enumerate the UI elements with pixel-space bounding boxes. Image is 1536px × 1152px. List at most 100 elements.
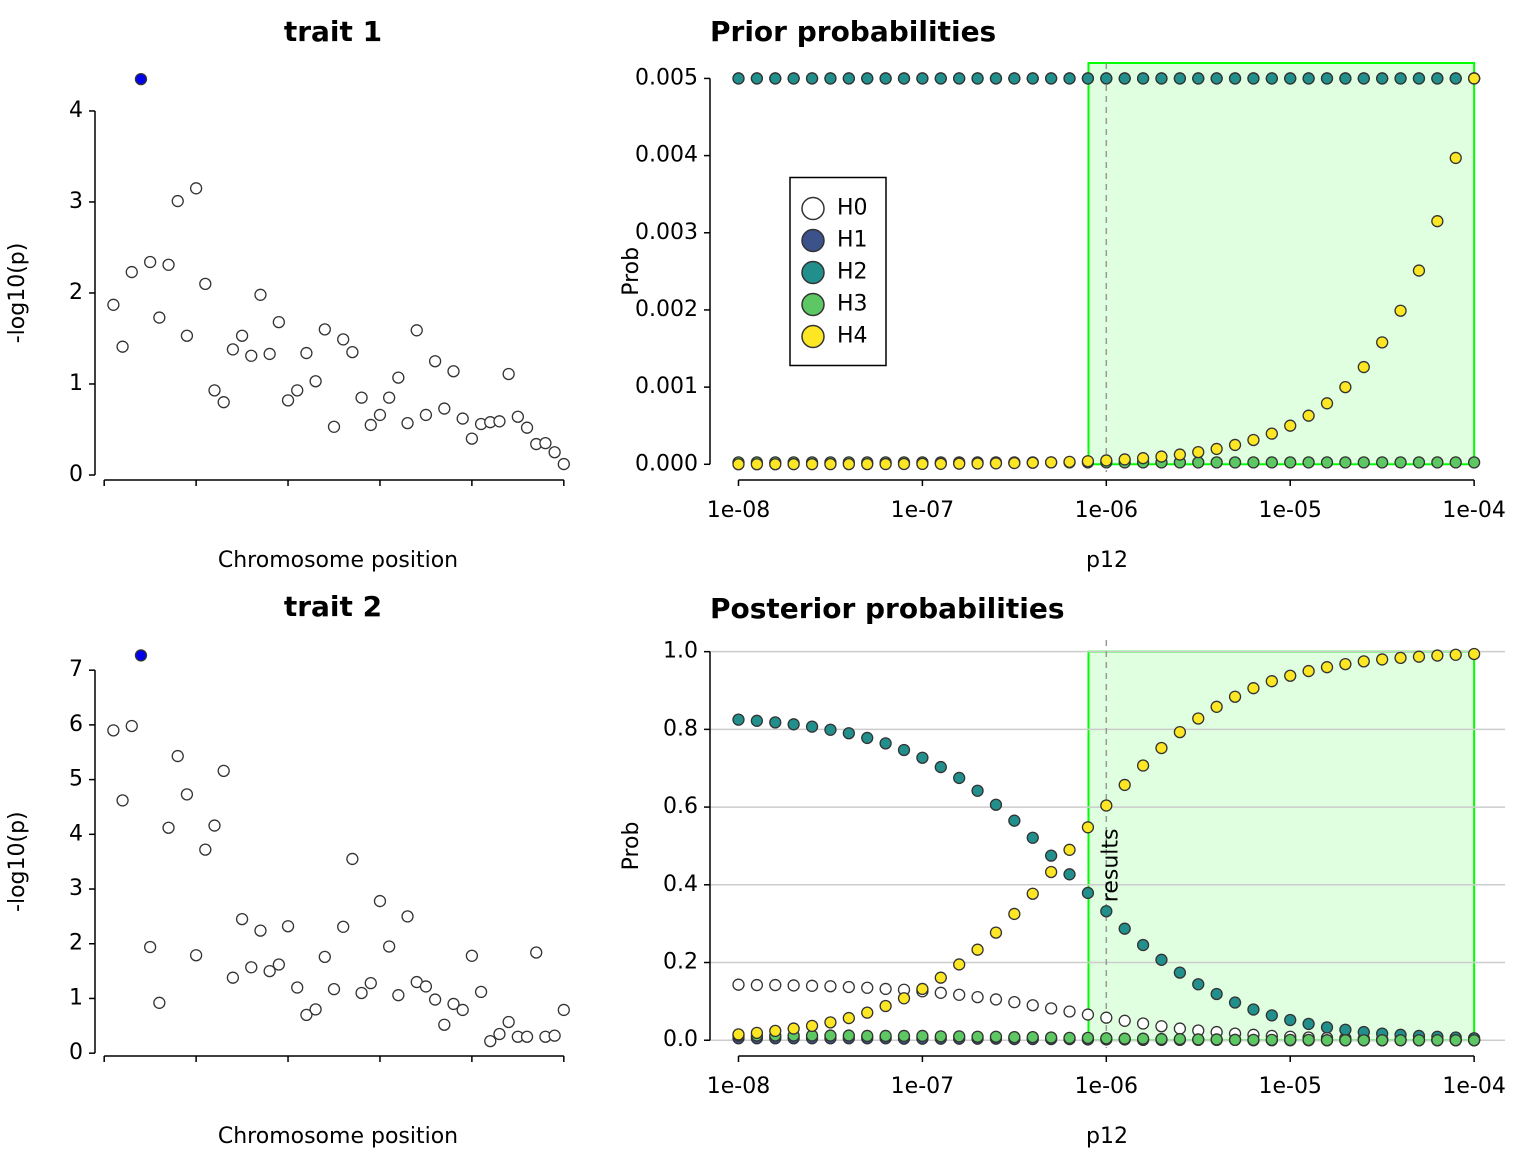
data-point (1431, 649, 1444, 662)
data-point (1247, 433, 1260, 447)
data-point (410, 324, 423, 337)
data-point (281, 920, 295, 933)
data-point (1265, 1033, 1278, 1046)
data-point (337, 333, 350, 346)
y-tick-label: 7 (69, 657, 83, 682)
data-point (1284, 72, 1297, 85)
data-point (1118, 922, 1131, 935)
data-point (1210, 442, 1223, 456)
data-point (1192, 1033, 1205, 1046)
legend-swatch (801, 228, 825, 253)
data-point (134, 649, 148, 662)
data-point (805, 1019, 819, 1033)
data-point (1155, 953, 1168, 966)
data-point (1173, 725, 1187, 739)
data-point (1412, 1034, 1426, 1047)
highlight-region (1087, 650, 1476, 1042)
data-point (1247, 682, 1260, 695)
x-tick-label: 1e-06 (1075, 1074, 1138, 1099)
data-point (787, 72, 800, 85)
y-tick-label: 0 (69, 462, 83, 487)
data-point (217, 764, 230, 777)
data-point (254, 924, 267, 937)
data-point (1284, 456, 1297, 469)
data-point (1357, 655, 1370, 668)
data-point (916, 1029, 929, 1043)
data-point (1376, 336, 1389, 349)
legend-label: H4 (837, 324, 868, 349)
x-tick-label: 1e-08 (707, 498, 770, 523)
data-point (1394, 304, 1407, 317)
y-tick-label: 1 (69, 985, 83, 1010)
data-point (1228, 72, 1242, 85)
data-point (1008, 1030, 1021, 1044)
data-point (530, 946, 543, 959)
data-point (1173, 1032, 1187, 1046)
data-point (1026, 999, 1039, 1012)
legend-swatch (801, 260, 825, 285)
data-point (1265, 456, 1278, 469)
data-point (989, 993, 1003, 1006)
data-point (1081, 821, 1095, 834)
data-point (309, 375, 322, 388)
data-point (750, 714, 764, 727)
chart-title: Posterior probabilities (710, 592, 1065, 625)
data-point (1063, 868, 1076, 881)
data-point (989, 72, 1003, 85)
data-point (842, 980, 855, 994)
data-point (1063, 1005, 1076, 1018)
legend-label: H1 (837, 228, 868, 253)
data-point (1228, 456, 1242, 469)
data-point (1320, 1034, 1334, 1047)
y-tick-label: 2 (69, 931, 83, 956)
data-point (1339, 380, 1352, 394)
data-point (493, 415, 506, 428)
data-point (235, 912, 249, 926)
data-point (520, 421, 534, 434)
chart-title: trait 1 (284, 15, 382, 48)
data-point (1339, 1034, 1352, 1047)
data-point (171, 194, 184, 208)
data-point (1339, 657, 1352, 671)
data-point (447, 997, 460, 1011)
data-point (548, 446, 561, 459)
data-point (1320, 661, 1334, 674)
data-point (861, 457, 874, 471)
data-point (272, 315, 285, 329)
data-point (1394, 72, 1407, 85)
data-point (1284, 1033, 1297, 1046)
data-point (511, 410, 524, 423)
data-point (383, 940, 396, 953)
data-point (300, 346, 313, 360)
data-point (392, 989, 405, 1002)
data-point (842, 1029, 855, 1042)
data-point (971, 990, 984, 1004)
data-point (502, 367, 515, 381)
data-point (1210, 1033, 1223, 1046)
data-point (1063, 455, 1076, 469)
data-point (1136, 452, 1150, 465)
data-point (1210, 987, 1223, 1001)
data-point (291, 384, 304, 397)
data-point (1284, 419, 1297, 432)
data-point (1431, 72, 1444, 85)
data-point (318, 323, 331, 336)
data-point (824, 72, 837, 85)
data-point (373, 894, 387, 908)
data-point (447, 365, 460, 378)
y-tick-label: 0.003 (635, 220, 698, 245)
data-point (953, 72, 966, 85)
data-point (254, 288, 267, 301)
data-point (520, 1030, 534, 1043)
data-point (787, 718, 800, 731)
data-point (1192, 445, 1205, 459)
data-point (1302, 72, 1315, 85)
data-point (732, 1028, 745, 1041)
data-point (842, 727, 855, 740)
data-point (1320, 397, 1334, 410)
data-point (189, 182, 203, 195)
data-point (824, 1029, 837, 1042)
data-point (769, 978, 782, 992)
data-point (750, 458, 764, 471)
data-point (539, 436, 552, 450)
